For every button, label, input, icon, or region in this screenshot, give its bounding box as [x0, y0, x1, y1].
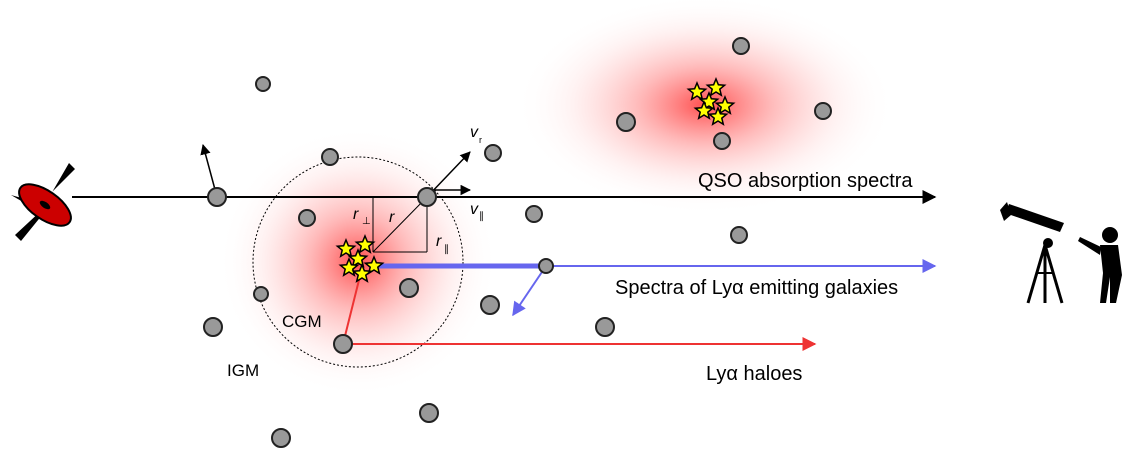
v-par-sub: ∥	[479, 211, 484, 222]
r-perp-sub: ⊥	[362, 216, 371, 227]
gas-cloud-circle-icon	[255, 76, 271, 92]
gas-cloud-circle-icon	[399, 278, 419, 298]
gas-cloud-circle-icon	[419, 403, 439, 423]
gas-cloud-circle-icon	[480, 295, 500, 315]
r-par-label: r	[436, 233, 442, 250]
igm-label: IGM	[227, 361, 259, 380]
telescope-observer-icon	[1000, 202, 1122, 304]
gas-cloud-circle-icon	[333, 334, 353, 354]
gas-cloud-circle-icon	[538, 258, 554, 274]
star-icon	[354, 234, 376, 254]
star-cluster-galaxy	[686, 77, 736, 126]
star-cluster-cgm	[335, 234, 385, 283]
gas-cloud-circle-icon	[525, 205, 543, 223]
r-perp-label: r	[353, 206, 359, 223]
star-icon	[335, 238, 357, 258]
r-label: r	[389, 209, 395, 226]
gas-cloud-circle-icon	[253, 286, 269, 302]
halo-label: Lyα haloes	[706, 363, 802, 385]
gas-cloud-circle-icon	[298, 209, 316, 227]
gas-cloud-circle-icon	[417, 187, 437, 207]
lae-label: Spectra of Lyα emitting galaxies	[615, 277, 898, 299]
gas-cloud-circle-icon	[203, 317, 223, 337]
v-r-sub: r	[479, 135, 482, 145]
r-par-sub: ∥	[444, 244, 449, 255]
lae-scatter-arrow	[512, 265, 547, 317]
star-icon	[686, 81, 708, 101]
star-icon	[698, 91, 720, 111]
halo-red-path	[342, 275, 361, 345]
gas-clouds	[203, 37, 832, 448]
star-icon	[707, 106, 729, 126]
gas-cloud-circle-icon	[271, 428, 291, 448]
gas-cloud-circle-icon	[730, 226, 748, 244]
gas-cloud-circle-icon	[595, 317, 615, 337]
gas-cloud-circle-icon	[732, 37, 750, 55]
v-par-label: v	[470, 201, 479, 218]
r-vector	[372, 196, 428, 253]
gas-cloud-circle-icon	[814, 102, 832, 120]
gas-cloud-circle-icon	[713, 132, 731, 150]
quasar-icon	[11, 163, 75, 241]
cgm-boundary	[252, 156, 464, 368]
qso-label: QSO absorption spectra	[698, 170, 913, 192]
star-icon	[338, 257, 360, 277]
v-r-label: v	[470, 124, 479, 141]
gas-cloud-circle-icon	[484, 144, 502, 162]
star-icon	[705, 77, 727, 97]
gas-cloud-circle-icon	[321, 148, 339, 166]
star-icon	[351, 263, 373, 283]
star-icon	[693, 100, 715, 120]
gas-cloud-circle-icon	[207, 187, 227, 207]
gas-cloud-circle-icon	[616, 112, 636, 132]
cgm-label: CGM	[282, 312, 322, 331]
star-icon	[714, 95, 736, 115]
star-icon	[363, 255, 385, 275]
star-icon	[347, 248, 369, 268]
